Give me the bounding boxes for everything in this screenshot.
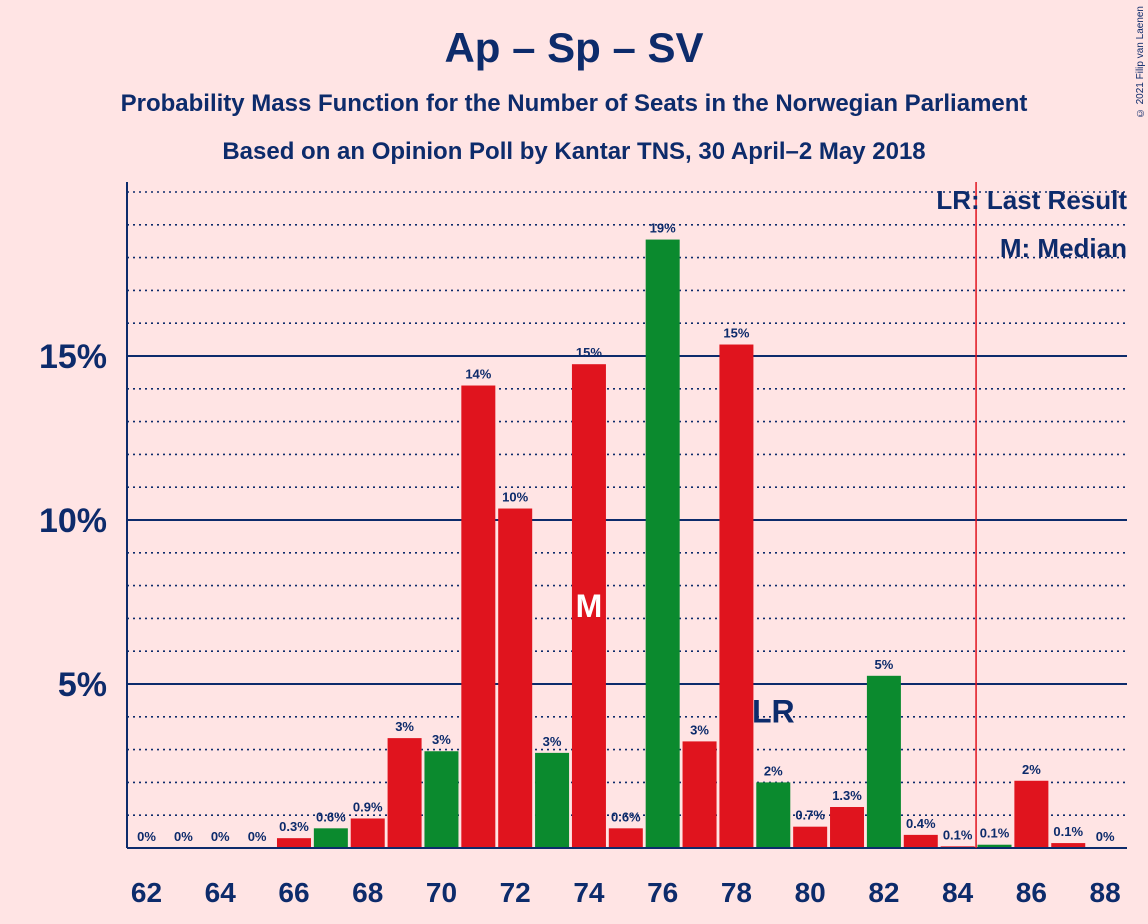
gridlines: [127, 191, 1127, 817]
x-tick-88: 88: [1090, 877, 1121, 908]
x-tick-76: 76: [647, 877, 678, 908]
legend-median: M: Median: [1000, 233, 1127, 263]
chart-subtitle-2: Based on an Opinion Poll by Kantar TNS, …: [222, 138, 926, 165]
bar-label-74: 15%: [576, 345, 602, 360]
bar-label-83: 0.4%: [906, 816, 936, 831]
bar-label-77: 3%: [690, 722, 709, 737]
bar-71: [461, 385, 496, 848]
last-result-marker: LR: [752, 693, 795, 729]
bar-76: [645, 239, 680, 848]
y-tick-10: 10%: [39, 502, 107, 540]
axes: [126, 182, 1127, 849]
x-tick-68: 68: [352, 877, 383, 908]
x-tick-84: 84: [942, 877, 974, 908]
bar-86: [1014, 780, 1049, 848]
x-tick-labels: 62 64 66 68 70 72 74 76 78 80 82 84 86 88: [131, 877, 1121, 908]
x-tick-70: 70: [426, 877, 457, 908]
bars: [276, 239, 1086, 848]
median-marker: M: [576, 588, 603, 624]
bar-70: [424, 751, 459, 848]
bar-label-85: 0.1%: [980, 826, 1010, 841]
bar-label-78: 15%: [723, 326, 749, 341]
y-tick-labels: 5% 10% 15%: [39, 338, 107, 704]
chart-title: Ap – Sp – SV: [444, 24, 704, 71]
bar-label-63: 0%: [174, 829, 193, 844]
bar-80: [793, 826, 828, 848]
bar-82: [866, 675, 901, 848]
bar-66: [276, 838, 311, 848]
bar-label-80: 0.7%: [795, 808, 825, 823]
x-tick-82: 82: [868, 877, 899, 908]
bar-69: [387, 738, 422, 848]
bar-labels: 0% 0% 0% 0% 0.3% 0.6% 0.9% 3% 3% 14% 10% 3% 15% 0.6% 1…: [137, 221, 1115, 844]
bar-label-71: 14%: [465, 367, 491, 382]
bar-75: [608, 828, 643, 848]
markers: M LR: [576, 182, 977, 848]
bar-label-81: 1.3%: [832, 788, 862, 803]
bar-label-69: 3%: [395, 719, 414, 734]
bar-label-72: 10%: [502, 490, 528, 505]
bar-label-84: 0.1%: [943, 827, 973, 842]
bar-74: [571, 364, 606, 848]
x-tick-78: 78: [721, 877, 752, 908]
bar-79: [756, 782, 791, 848]
legend: LR: Last Result M: Median: [936, 185, 1127, 263]
bar-73: [535, 752, 570, 848]
bar-label-87: 0.1%: [1053, 824, 1083, 839]
bar-label-66: 0.3%: [279, 819, 309, 834]
bar-87: [1051, 843, 1086, 848]
bar-85: [977, 844, 1012, 848]
bar-68: [350, 818, 385, 848]
y-tick-15: 15%: [39, 338, 107, 376]
x-tick-62: 62: [131, 877, 162, 908]
x-tick-66: 66: [278, 877, 309, 908]
x-tick-80: 80: [795, 877, 826, 908]
chart-subtitle-1: Probability Mass Function for the Number…: [120, 90, 1028, 117]
bar-label-79: 2%: [764, 763, 783, 778]
bar-77: [682, 741, 717, 848]
y-tick-5: 5%: [58, 666, 107, 704]
bar-label-67: 0.6%: [316, 809, 346, 824]
bar-label-88: 0%: [1096, 829, 1115, 844]
legend-last-result: LR: Last Result: [936, 185, 1127, 215]
bar-label-82: 5%: [875, 657, 894, 672]
x-tick-86: 86: [1016, 877, 1047, 908]
bar-label-76: 19%: [650, 221, 676, 236]
bar-81: [830, 807, 865, 848]
bar-78: [719, 344, 754, 848]
bar-label-73: 3%: [543, 734, 562, 749]
bar-label-65: 0%: [248, 829, 267, 844]
bar-label-62: 0%: [137, 829, 156, 844]
bar-label-68: 0.9%: [353, 799, 383, 814]
bar-label-70: 3%: [432, 732, 451, 747]
x-tick-74: 74: [573, 877, 605, 908]
bar-67: [313, 828, 348, 848]
bar-72: [498, 508, 533, 848]
bar-label-64: 0%: [211, 829, 230, 844]
bar-label-86: 2%: [1022, 762, 1041, 777]
x-tick-72: 72: [500, 877, 531, 908]
x-tick-64: 64: [205, 877, 237, 908]
bar-label-75: 0.6%: [611, 809, 641, 824]
bar-83: [903, 834, 938, 848]
